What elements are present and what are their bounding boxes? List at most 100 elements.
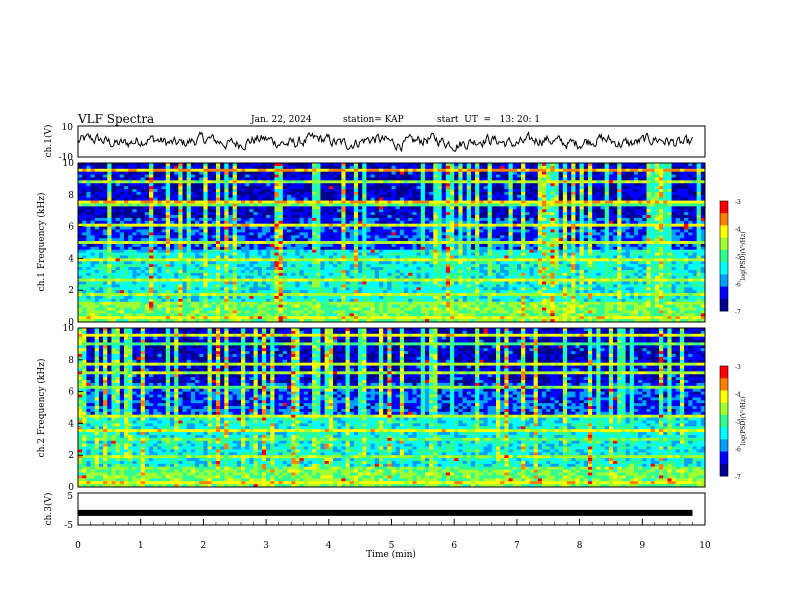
spectrogram-cell <box>633 203 639 207</box>
spectrogram-cell <box>98 238 104 242</box>
spectrogram-cell <box>383 226 388 230</box>
spectrogram-cell <box>295 165 300 170</box>
spectrogram-cell <box>671 165 677 170</box>
spectrogram-cell <box>642 235 647 239</box>
spectrogram-cell <box>633 168 639 173</box>
spectrogram-cell <box>274 235 279 239</box>
spectrogram-cell <box>190 163 196 167</box>
spectrogram-cell <box>257 215 263 219</box>
spectrogram-cell <box>94 235 100 239</box>
spectrogram-cell <box>378 191 384 196</box>
spectrogram-cell <box>378 165 384 170</box>
spectrogram-cell <box>671 226 677 230</box>
spectrogram-cell <box>541 246 547 251</box>
spectrogram-cell <box>550 232 555 236</box>
spectrogram-cell <box>433 206 438 210</box>
spectrogram-cell <box>437 206 443 210</box>
spectrogram-cell <box>278 183 284 187</box>
spectrogram-cell <box>107 220 112 225</box>
spectrogram-cell <box>692 215 697 219</box>
spectrogram-cell <box>525 235 530 239</box>
spectrogram-cell <box>312 223 317 227</box>
spectrogram-cell <box>412 206 417 210</box>
spectrogram-cell <box>332 183 338 187</box>
spectrogram-cell <box>458 252 463 256</box>
spectrogram-cell <box>462 212 468 216</box>
spectrogram-cell <box>629 183 635 187</box>
spectrogram-cell <box>529 209 534 213</box>
spectrogram-cell <box>445 194 451 199</box>
spectrogram-cell <box>236 189 242 193</box>
spectrogram-cell <box>613 243 618 248</box>
spectrogram-cell <box>441 241 447 245</box>
spectrogram-cell <box>274 243 279 248</box>
spectrogram-cell <box>149 177 154 181</box>
spectrogram-cell <box>621 246 626 251</box>
spectrogram-cell <box>178 243 183 248</box>
spectrogram-cell <box>608 200 614 204</box>
spectrogram-cell <box>529 223 534 227</box>
spectrogram-cell <box>278 197 284 201</box>
spectrogram-cell <box>583 180 589 184</box>
spectrogram-cell <box>190 165 196 170</box>
spectrogram-cell <box>420 200 426 204</box>
spectrogram-cell <box>408 171 413 175</box>
spectrogram-cell <box>604 246 610 251</box>
spectrogram-cell <box>500 200 505 204</box>
spectrogram-cell <box>600 163 606 167</box>
spectrogram-cell <box>466 177 472 181</box>
spectrogram-cell <box>491 171 497 175</box>
spectrogram-cell <box>316 186 321 190</box>
spectrogram-cell <box>462 215 468 219</box>
spectrogram-cell <box>320 168 325 173</box>
spectrogram-cell <box>487 220 493 225</box>
spectrogram-cell <box>257 246 263 251</box>
spectrogram-cell <box>224 255 229 259</box>
spectrogram-cell <box>454 174 459 178</box>
spectrogram-cell <box>675 217 681 222</box>
spectrogram-cell <box>78 238 83 242</box>
spectrogram-cell <box>236 165 242 170</box>
spectrogram-cell <box>445 243 451 248</box>
spectrogram-cell <box>521 197 526 201</box>
spectrogram-cell <box>78 203 83 207</box>
spectrogram-cell <box>324 177 330 181</box>
spectrogram-cell <box>328 183 334 187</box>
spectrogram-cell <box>496 209 501 213</box>
spectrogram-cell <box>249 163 254 167</box>
spectrogram-cell <box>270 243 275 248</box>
spectrogram-cell <box>571 235 576 239</box>
spectrogram-cell <box>470 206 476 210</box>
spectrogram-cell <box>82 209 87 213</box>
spectrogram-cell <box>282 255 288 259</box>
spectrogram-cell <box>328 243 334 248</box>
spectrogram-cell <box>232 183 238 187</box>
spectrogram-cell <box>462 232 468 236</box>
spectrogram-cell <box>324 168 330 173</box>
spectrogram-cell <box>500 220 505 225</box>
spectrogram-cell <box>303 197 309 201</box>
spectrogram-cell <box>362 206 367 210</box>
spectrogram-cell <box>462 229 468 233</box>
spectrogram-cell <box>186 206 192 210</box>
spectrogram-cell <box>659 177 664 181</box>
spectrogram-cell <box>416 174 422 178</box>
spectrogram-cell <box>182 186 188 190</box>
spectrogram-cell <box>165 258 171 262</box>
spectrogram-cell <box>450 235 455 239</box>
spectrogram-cell <box>604 174 610 178</box>
spectrogram-cell <box>596 165 601 170</box>
spectrogram-cell <box>491 212 497 216</box>
spectrogram-cell <box>295 212 300 216</box>
spectrogram-cell <box>458 241 463 245</box>
spectrogram-cell <box>575 186 580 190</box>
spectrogram-cell <box>621 200 626 204</box>
spectrogram-cell <box>412 203 417 207</box>
spectrogram-cell <box>136 191 142 196</box>
spectrogram-cell <box>274 189 279 193</box>
spectrogram-cell <box>341 238 346 242</box>
spectrogram-cell <box>157 203 162 207</box>
spectrogram-cell <box>416 252 422 256</box>
spectrogram-cell <box>629 177 635 181</box>
spectrogram-cell <box>82 226 87 230</box>
